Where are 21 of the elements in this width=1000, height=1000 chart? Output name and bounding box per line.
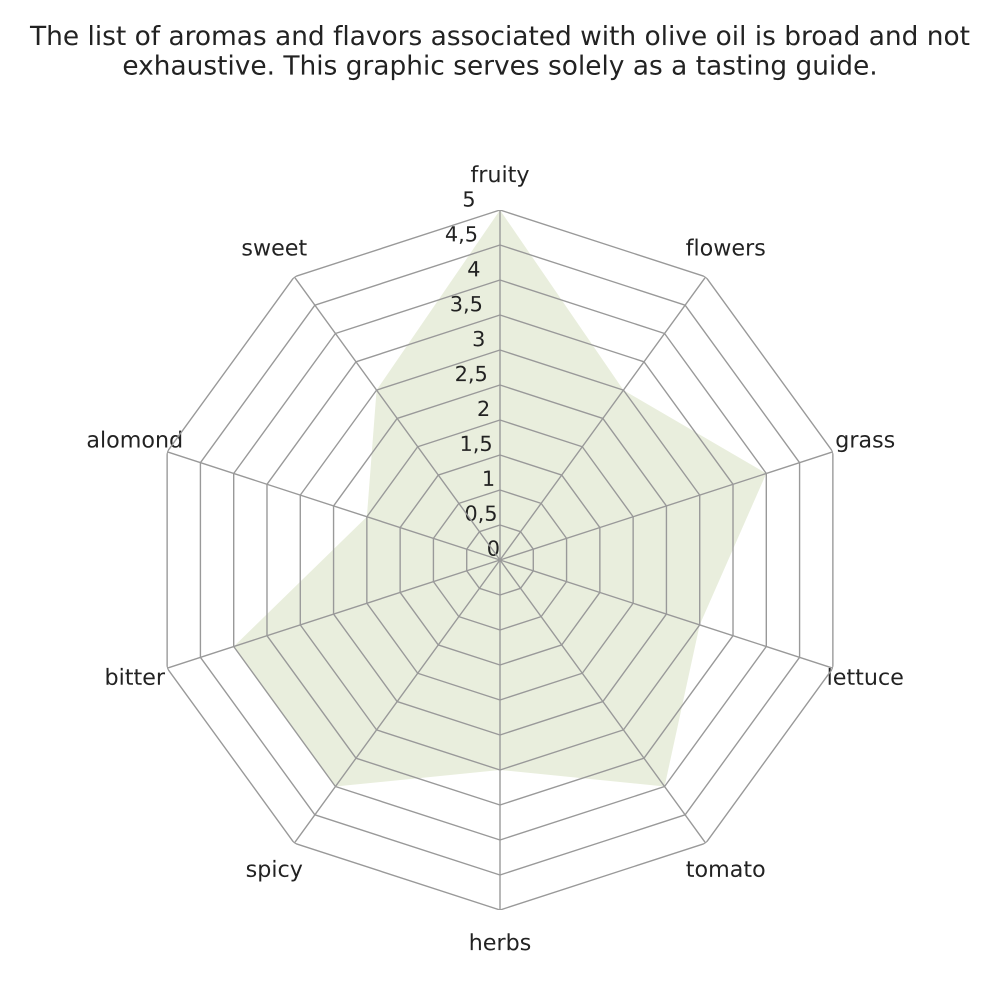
y-tick-label: 0,5 [466,505,496,524]
spoke-label: spicy [246,860,302,882]
spoke-label: grass [836,435,894,452]
y-tick-label: 1 [484,470,494,486]
spoke-label: herbs [470,933,530,950]
y-tick-label: 5 [464,191,474,207]
spoke-label: sweet [242,240,307,256]
spoke-label: alomond [88,430,182,448]
spoke-label: tomato [686,861,764,878]
y-tick-label: 2,5 [456,366,486,384]
spoke-label: fruity [470,165,529,187]
y-tick-label: 3 [474,330,484,346]
chart-title: The list of aromas and flavors associated with olive oil is broad and not exhaustive. This graphic serves solely as a tasting guide. [30,25,970,80]
y-tick-label: 4,5 [446,226,476,244]
spoke-label: flowers [686,238,765,256]
y-tick-label: 4 [468,261,480,276]
y-tick-label: 2 [478,400,488,416]
y-tick-label: 3,5 [451,296,482,314]
spoke-label: lettuce [828,668,903,686]
spoke-label: bitter [106,668,166,686]
y-tick-label: 1,5 [462,436,491,454]
